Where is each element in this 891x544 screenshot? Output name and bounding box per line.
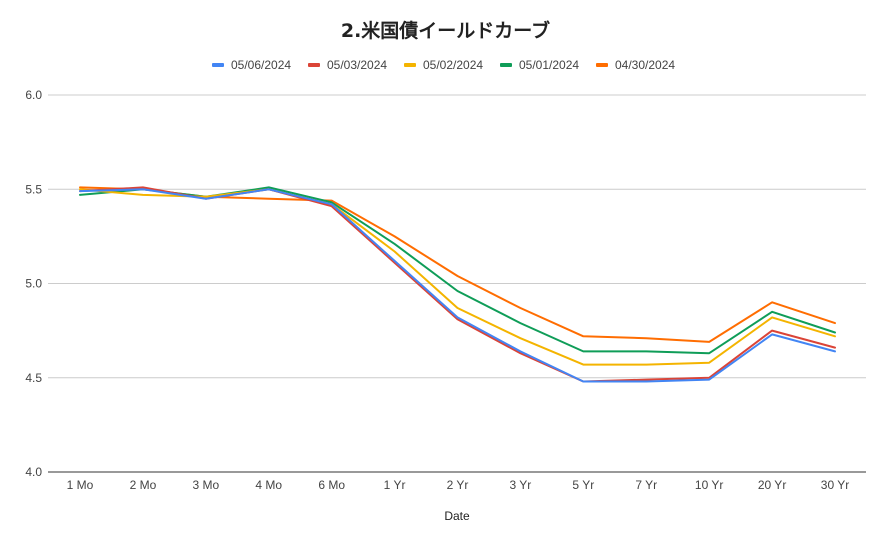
x-tick-label: 1 Yr	[384, 478, 406, 492]
x-tick-label: 20 Yr	[758, 478, 786, 492]
series-line	[79, 188, 836, 366]
x-axis-ticks: 1 Mo 2 Mo 3 Mo 4 Mo 6 Mo 1 Yr 2 Yr 3 Yr 5 Yr 7 Yr…	[67, 478, 850, 492]
x-tick-label: 6 Mo	[318, 478, 345, 492]
legend-item[interactable]: 05/02/2024	[404, 58, 483, 72]
x-tick-label: 30 Yr	[821, 478, 849, 492]
chart-title: 2.米国債イールドカーブ	[340, 20, 551, 42]
legend-item[interactable]: 05/03/2024	[308, 58, 387, 72]
legend-swatch	[500, 63, 512, 67]
x-tick-label: 5 Yr	[572, 478, 594, 492]
legend-swatch	[308, 63, 320, 67]
legend-label: 05/02/2024	[423, 58, 483, 72]
legend-item[interactable]: 04/30/2024	[596, 58, 675, 72]
legend-swatch	[404, 63, 416, 67]
legend-item[interactable]: 05/01/2024	[500, 58, 579, 72]
legend-label: 04/30/2024	[615, 58, 675, 72]
x-tick-label: 3 Yr	[510, 478, 532, 492]
x-tick-label: 7 Yr	[635, 478, 657, 492]
x-tick-label: 2 Mo	[130, 478, 157, 492]
legend-swatch	[596, 63, 608, 67]
series-line	[79, 186, 836, 383]
series-line	[79, 186, 836, 355]
legend-item[interactable]: 05/06/2024	[212, 58, 291, 72]
y-tick-label: 5.5	[25, 182, 42, 196]
y-tick-label: 4.5	[25, 371, 42, 385]
legend-label: 05/06/2024	[231, 58, 291, 72]
series-lines	[79, 186, 836, 383]
legend-label: 05/03/2024	[327, 58, 387, 72]
legend-swatch	[212, 63, 224, 67]
x-tick-label: 4 Mo	[255, 478, 282, 492]
y-axis-ticks: 4.0 4.5 5.0 5.5 6.0	[25, 88, 42, 479]
x-axis-title: Date	[444, 509, 470, 523]
gridlines	[48, 94, 866, 473]
x-tick-label: 1 Mo	[67, 478, 94, 492]
series-line	[79, 188, 836, 383]
y-tick-label: 6.0	[25, 88, 42, 102]
legend: 05/06/2024 05/03/2024 05/02/2024 05/01/2024…	[212, 58, 675, 72]
x-tick-label: 10 Yr	[695, 478, 723, 492]
x-tick-label: 3 Mo	[192, 478, 219, 492]
y-tick-label: 4.0	[25, 465, 42, 479]
y-tick-label: 5.0	[25, 277, 42, 291]
legend-label: 05/01/2024	[519, 58, 579, 72]
x-tick-label: 2 Yr	[447, 478, 469, 492]
